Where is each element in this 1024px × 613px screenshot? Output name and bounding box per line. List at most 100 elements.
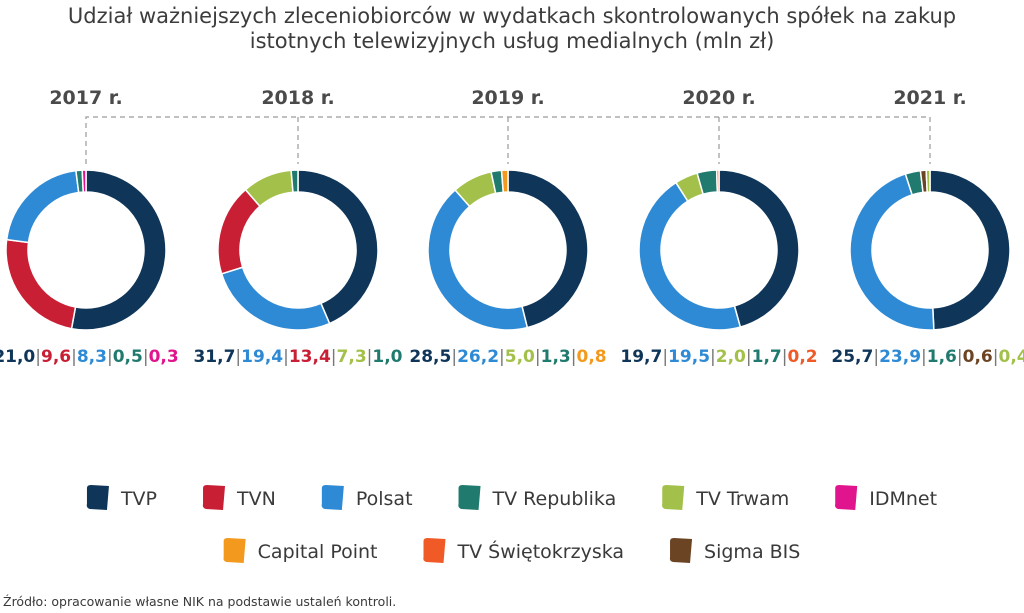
value-separator: | — [71, 347, 77, 367]
value-label-tvp: 28,5 — [409, 347, 451, 367]
legend-item-tv-trwam: TV Trwam — [662, 485, 789, 510]
legend-item-tvp: TVP — [86, 485, 157, 510]
value-separator: | — [235, 347, 241, 367]
value-separator: | — [782, 347, 788, 367]
slice-tvp — [70, 169, 167, 331]
value-separator: | — [367, 347, 373, 367]
legend-swatch — [662, 485, 685, 510]
slice-idmnet — [81, 169, 87, 193]
value-label-tv-swietokrzyska: 0,2 — [787, 347, 817, 367]
value-separator: | — [710, 347, 716, 367]
donut-2020-r: 2020 r.19,7|19,5|2,0|1,7|0,2 — [620, 87, 817, 367]
value-separator: | — [662, 347, 668, 367]
legend-swatch — [669, 538, 693, 563]
donut-2021-r: 2021 r.25,7|23,9|1,6|0,6|0,4 — [831, 87, 1024, 367]
value-separator: | — [143, 347, 149, 367]
value-separator: | — [35, 347, 41, 367]
legend-item-idmnet: IDMnet — [835, 485, 937, 510]
value-label-polsat: 23,9 — [879, 347, 921, 367]
legend-label: TVP — [120, 488, 157, 510]
slice-tv-trwam — [925, 169, 931, 193]
slice-tvp — [507, 169, 589, 329]
value-label-polsat: 26,2 — [457, 347, 499, 367]
legend-label: Capital Point — [258, 541, 378, 563]
value-label-tvp: 19,7 — [620, 347, 662, 367]
legend-label: TV Trwam — [695, 488, 789, 510]
legend-swatch — [86, 485, 109, 510]
value-label-tv-trwam: 7,3 — [337, 347, 367, 367]
value-label-tvp: 25,7 — [831, 347, 873, 367]
legend-item-polsat: Polsat — [321, 485, 413, 510]
year-label: 2019 r. — [471, 87, 544, 109]
slice-tvp — [297, 169, 379, 325]
value-label-tv-republika: 1,6 — [927, 347, 957, 367]
year-connector — [85, 116, 931, 164]
slice-polsat — [427, 188, 529, 331]
value-label-tvp: 31,7 — [193, 347, 235, 367]
slice-tv-swietokrzyska — [715, 169, 720, 193]
slice-polsat — [220, 266, 331, 331]
value-separator: | — [535, 347, 541, 367]
value-separator: | — [451, 347, 457, 367]
value-labels: 28,5|26,2|5,0|1,3|0,8 — [409, 347, 606, 367]
value-separator: | — [957, 347, 963, 367]
chart-title: Udział ważniejszych zleceniobiorców w wy… — [0, 4, 1024, 54]
slice-tvp — [718, 169, 800, 329]
slice-tvn — [217, 188, 261, 275]
value-separator: | — [571, 347, 577, 367]
value-label-tv-trwam: 0,4 — [998, 347, 1024, 367]
year-label: 2021 r. — [893, 87, 966, 109]
value-label-idmnet: 0,3 — [149, 347, 179, 367]
slice-polsat — [638, 181, 742, 331]
legend-label: TV Republika — [492, 488, 617, 510]
value-separator: | — [921, 347, 927, 367]
legend-label: TV Świętokrzyska — [457, 539, 625, 563]
chart-title-line-2: istotnych telewizyjnych usług medialnych… — [249, 29, 775, 53]
source-note: Źródło: opracowanie własne NIK na podsta… — [3, 594, 397, 609]
value-label-tv-republika: 1,3 — [541, 347, 571, 367]
value-labels: 25,7|23,9|1,6|0,6|0,4 — [831, 347, 1024, 367]
donut-2019-r: 2019 r. 28,5|26,2|5,0|1,3|0,8 — [409, 87, 606, 367]
value-label-tv-republika: 1,0 — [372, 347, 402, 367]
donut-2018-r: 2018 r.31,7|19,4|13,4|7,3|1,0 — [193, 87, 402, 367]
value-label-tvp: 21,0 — [0, 347, 35, 367]
slice-capital-point — [500, 169, 509, 194]
value-label-tv-republika: 0,5 — [113, 347, 143, 367]
value-label-tvn: 13,4 — [289, 347, 331, 367]
slice-tvp — [929, 169, 1011, 331]
value-label-tv-trwam: 5,0 — [505, 347, 535, 367]
legend-swatch — [223, 538, 246, 563]
value-separator: | — [107, 347, 113, 367]
value-label-sigma-bis: 0,6 — [963, 347, 993, 367]
legend-label: Polsat — [356, 488, 413, 510]
legend-item-tv-swietokrzyska: TV Świętokrzyska — [423, 538, 624, 563]
legend-swatch — [423, 538, 446, 563]
legend-swatch — [835, 485, 858, 510]
legend-item-sigma-bis: Sigma BIS — [669, 538, 800, 563]
legend-swatch — [202, 485, 226, 510]
value-labels: 21,0|9,6|8,3|0,5|0,3 — [0, 347, 179, 367]
value-label-tvn: 9,6 — [41, 347, 71, 367]
value-separator: | — [499, 347, 505, 367]
value-separator: | — [873, 347, 879, 367]
donut-2017-r: 2017 r.21,0|9,6|8,3|0,5|0,3 — [0, 87, 179, 367]
value-separator: | — [993, 347, 999, 367]
value-label-polsat: 19,5 — [668, 347, 710, 367]
legend: TVP TVN Polsat TV Republika TV Trwam IDMnet Ca… — [86, 485, 937, 563]
legend-label: IDMnet — [869, 488, 937, 510]
slice-tv-republika — [290, 169, 299, 194]
value-label-polsat: 19,4 — [241, 347, 283, 367]
value-label-polsat: 8,3 — [77, 347, 107, 367]
value-separator: | — [331, 347, 337, 367]
value-separator: | — [283, 347, 289, 367]
slice-polsat — [5, 169, 80, 244]
slice-tvn — [5, 238, 77, 330]
year-label: 2017 r. — [49, 87, 122, 109]
legend-swatch — [321, 485, 344, 510]
value-separator: | — [746, 347, 752, 367]
value-labels: 31,7|19,4|13,4|7,3|1,0 — [193, 347, 402, 367]
slice-polsat — [849, 172, 935, 331]
legend-label: TVN — [236, 488, 276, 510]
legend-item-tv-republika: TV Republika — [458, 485, 616, 510]
legend-label: Sigma BIS — [704, 541, 800, 563]
